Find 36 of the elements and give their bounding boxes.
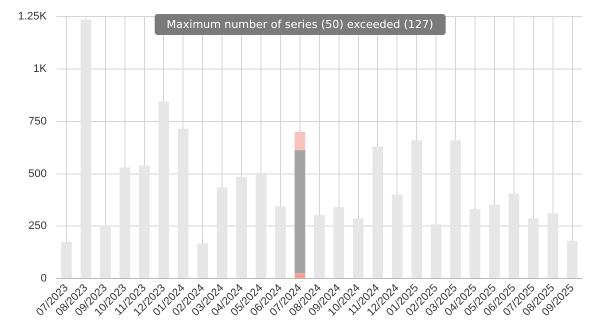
bar bbox=[411, 140, 422, 278]
y-tick-label: 1.25K bbox=[18, 10, 48, 23]
bar bbox=[61, 242, 72, 278]
bar bbox=[119, 167, 130, 278]
bar bbox=[508, 194, 520, 278]
bar bbox=[528, 218, 539, 278]
y-tick-label: 1K bbox=[33, 63, 48, 76]
bar bbox=[158, 101, 170, 278]
bar bbox=[372, 146, 384, 278]
bar bbox=[547, 213, 558, 278]
bar bbox=[197, 243, 208, 278]
bar bbox=[236, 176, 247, 278]
bar bbox=[430, 224, 442, 278]
bar bbox=[294, 150, 306, 274]
bar bbox=[352, 218, 364, 278]
bar bbox=[470, 209, 480, 278]
y-tick-label: 500 bbox=[28, 168, 47, 180]
bar bbox=[216, 187, 228, 278]
bar bbox=[333, 207, 344, 278]
y-tick-label: 750 bbox=[28, 115, 47, 128]
bar bbox=[178, 128, 189, 278]
bar bbox=[138, 165, 150, 278]
annotation: Maximum number of series (50) exceeded (127) bbox=[154, 14, 446, 35]
bar bbox=[294, 132, 306, 150]
bar bbox=[314, 215, 325, 278]
bar bbox=[566, 240, 578, 278]
bar bbox=[392, 194, 403, 278]
y-tick-label: 0 bbox=[40, 272, 47, 285]
bar bbox=[450, 140, 461, 278]
bar bbox=[275, 206, 286, 278]
bar bbox=[80, 20, 92, 278]
y-tick-label: 250 bbox=[28, 220, 47, 232]
bar bbox=[100, 226, 111, 278]
bar bbox=[294, 273, 306, 278]
bar bbox=[489, 204, 500, 278]
bar bbox=[256, 172, 266, 278]
